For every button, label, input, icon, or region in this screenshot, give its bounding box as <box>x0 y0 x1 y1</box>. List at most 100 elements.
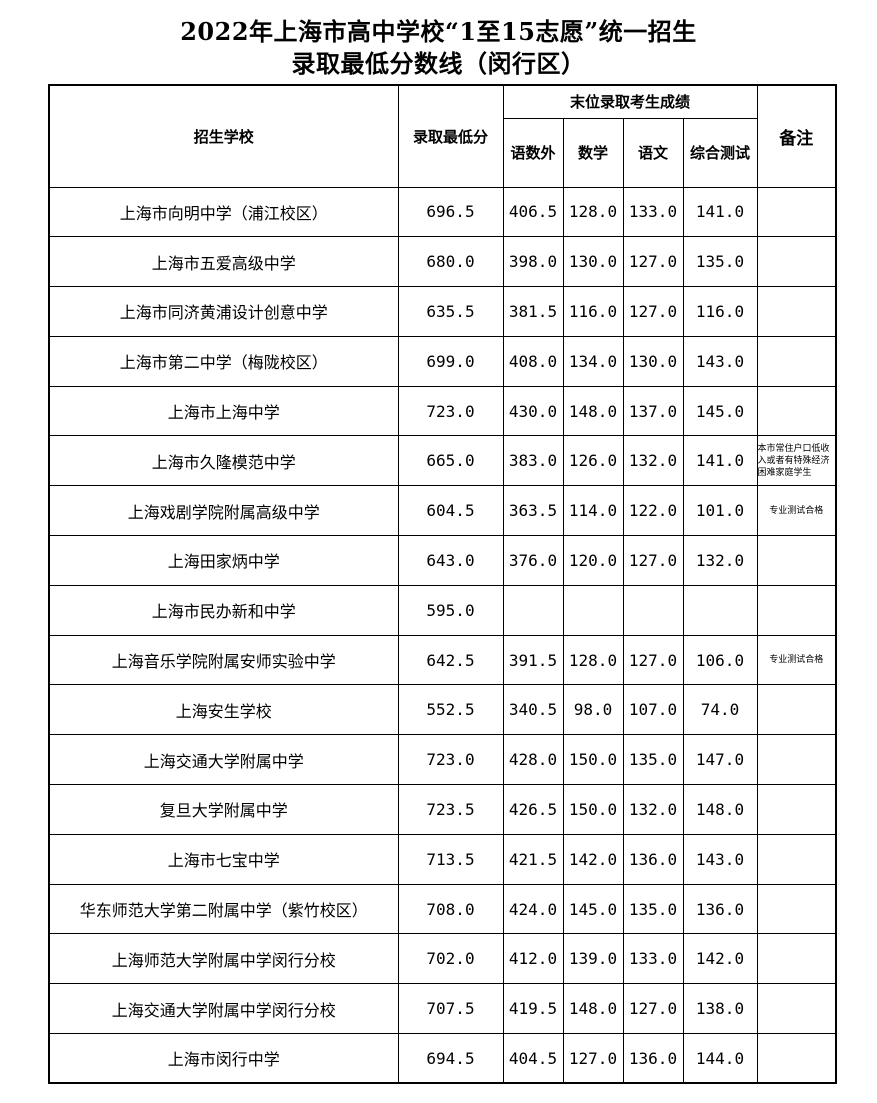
school-name: 上海市第二中学（梅陇校区） <box>48 335 399 387</box>
table-row: 上海市上海中学 723.0 430.0 148.0 137.0 145.0 <box>48 385 837 437</box>
note <box>756 983 837 1035</box>
header-ysw: 语数外 <box>502 117 564 188</box>
comprehensive-score: 143.0 <box>682 335 758 387</box>
ysw-score <box>502 584 564 636</box>
min-score: 723.5 <box>397 784 504 835</box>
ysw-score: 398.0 <box>502 236 564 288</box>
min-score: 642.5 <box>397 634 504 686</box>
note: 专业测试合格 <box>756 485 837 537</box>
school-name: 上海市民办新和中学 <box>48 584 399 636</box>
chinese-score: 127.0 <box>622 286 684 337</box>
ysw-score: 426.5 <box>502 784 564 835</box>
school-name: 上海交通大学附属中学闵行分校 <box>48 983 399 1035</box>
min-score: 707.5 <box>397 983 504 1035</box>
comprehensive-score: 148.0 <box>682 784 758 835</box>
school-name: 上海市五爱高级中学 <box>48 236 399 288</box>
note <box>756 734 837 786</box>
school-name: 上海安生学校 <box>48 684 399 736</box>
note: 专业测试合格 <box>756 634 837 686</box>
chinese-score: 127.0 <box>622 634 684 686</box>
chinese-score: 122.0 <box>622 485 684 537</box>
chinese-score: 130.0 <box>622 335 684 387</box>
min-score: 680.0 <box>397 236 504 288</box>
title-line-2: 录取最低分数线（闵行区） <box>291 49 586 78</box>
math-score: 150.0 <box>562 734 624 786</box>
comprehensive-score: 141.0 <box>682 186 758 238</box>
note <box>756 1033 837 1084</box>
min-score: 708.0 <box>397 883 504 935</box>
comprehensive-score: 141.0 <box>682 435 758 487</box>
ysw-score: 412.0 <box>502 933 564 985</box>
math-score: 127.0 <box>562 1033 624 1084</box>
note <box>756 335 837 387</box>
table-row: 上海市向明中学（浦江校区） 696.5 406.5 128.0 133.0 141.0 <box>48 186 837 238</box>
math-score: 145.0 <box>562 883 624 935</box>
ysw-score: 430.0 <box>502 385 564 437</box>
math-score: 128.0 <box>562 634 624 686</box>
min-score: 595.0 <box>397 584 504 636</box>
math-score: 130.0 <box>562 236 624 288</box>
note <box>756 385 837 437</box>
table-row: 上海安生学校 552.5 340.5 98.0 107.0 74.0 <box>48 684 837 736</box>
ysw-score: 383.0 <box>502 435 564 487</box>
chinese-score: 133.0 <box>622 933 684 985</box>
note <box>756 236 837 288</box>
comprehensive-score: 138.0 <box>682 983 758 1035</box>
note <box>756 883 837 935</box>
school-name: 上海交通大学附属中学 <box>48 734 399 786</box>
math-score: 128.0 <box>562 186 624 238</box>
math-score: 134.0 <box>562 335 624 387</box>
comprehensive-score: 135.0 <box>682 236 758 288</box>
chinese-score: 136.0 <box>622 1033 684 1084</box>
comprehensive-score: 147.0 <box>682 734 758 786</box>
table-row: 复旦大学附属中学 723.5 426.5 150.0 132.0 148.0 <box>48 784 837 835</box>
chinese-score: 136.0 <box>622 833 684 885</box>
ysw-score: 381.5 <box>502 286 564 337</box>
title-line-1: 2022年上海市高中学校“1至15志愿”统一招生 <box>180 17 697 46</box>
table-row: 上海戏剧学院附属高级中学 604.5 363.5 114.0 122.0 101.0 专业测… <box>48 485 837 537</box>
header-school: 招生学校 <box>48 84 399 188</box>
min-score: 723.0 <box>397 385 504 437</box>
min-score: 694.5 <box>397 1033 504 1084</box>
ysw-score: 408.0 <box>502 335 564 387</box>
comprehensive-score: 132.0 <box>682 535 758 586</box>
table-row: 上海师范大学附属中学闵行分校 702.0 412.0 139.0 133.0 142.0 <box>48 933 837 985</box>
chinese-score <box>622 584 684 636</box>
table-row: 上海市民办新和中学 595.0 <box>48 584 837 636</box>
ysw-score: 428.0 <box>502 734 564 786</box>
math-score: 98.0 <box>562 684 624 736</box>
ysw-score: 424.0 <box>502 883 564 935</box>
min-score: 723.0 <box>397 734 504 786</box>
chinese-score: 133.0 <box>622 186 684 238</box>
math-score: 116.0 <box>562 286 624 337</box>
table-row: 上海交通大学附属中学 723.0 428.0 150.0 135.0 147.0 <box>48 734 837 786</box>
school-name: 上海市向明中学（浦江校区） <box>48 186 399 238</box>
table-row: 上海音乐学院附属安师实验中学 642.5 391.5 128.0 127.0 106.0 专… <box>48 634 837 686</box>
chinese-score: 135.0 <box>622 883 684 935</box>
min-score: 604.5 <box>397 485 504 537</box>
comprehensive-score: 143.0 <box>682 833 758 885</box>
table-row: 上海市同济黄浦设计创意中学 635.5 381.5 116.0 127.0 116.0 <box>48 286 837 337</box>
comprehensive-score: 101.0 <box>682 485 758 537</box>
school-name: 上海市闵行中学 <box>48 1033 399 1084</box>
school-name: 上海市久隆模范中学 <box>48 435 399 487</box>
table-row: 上海市闵行中学 694.5 404.5 127.0 136.0 144.0 <box>48 1033 837 1084</box>
math-score: 114.0 <box>562 485 624 537</box>
note: 本市常住户口低收入或者有特殊经济困难家庭学生 <box>756 435 837 487</box>
chinese-score: 135.0 <box>622 734 684 786</box>
header-last-admitted-scores: 末位录取考生成绩 <box>502 84 758 119</box>
note <box>756 584 837 636</box>
ysw-score: 363.5 <box>502 485 564 537</box>
school-name: 上海市七宝中学 <box>48 833 399 885</box>
header-chinese: 语文 <box>622 117 684 188</box>
table-row: 上海市久隆模范中学 665.0 383.0 126.0 132.0 141.0 本市常住户口… <box>48 435 837 487</box>
ysw-score: 406.5 <box>502 186 564 238</box>
header-math: 数学 <box>562 117 624 188</box>
chinese-score: 137.0 <box>622 385 684 437</box>
note <box>756 933 837 985</box>
chinese-score: 127.0 <box>622 983 684 1035</box>
min-score: 702.0 <box>397 933 504 985</box>
admission-score-table: 招生学校 录取最低分 末位录取考生成绩 备注 语数外 数学 语文 综合测试 上海… <box>48 84 837 1085</box>
comprehensive-score <box>682 584 758 636</box>
ysw-score: 419.5 <box>502 983 564 1035</box>
